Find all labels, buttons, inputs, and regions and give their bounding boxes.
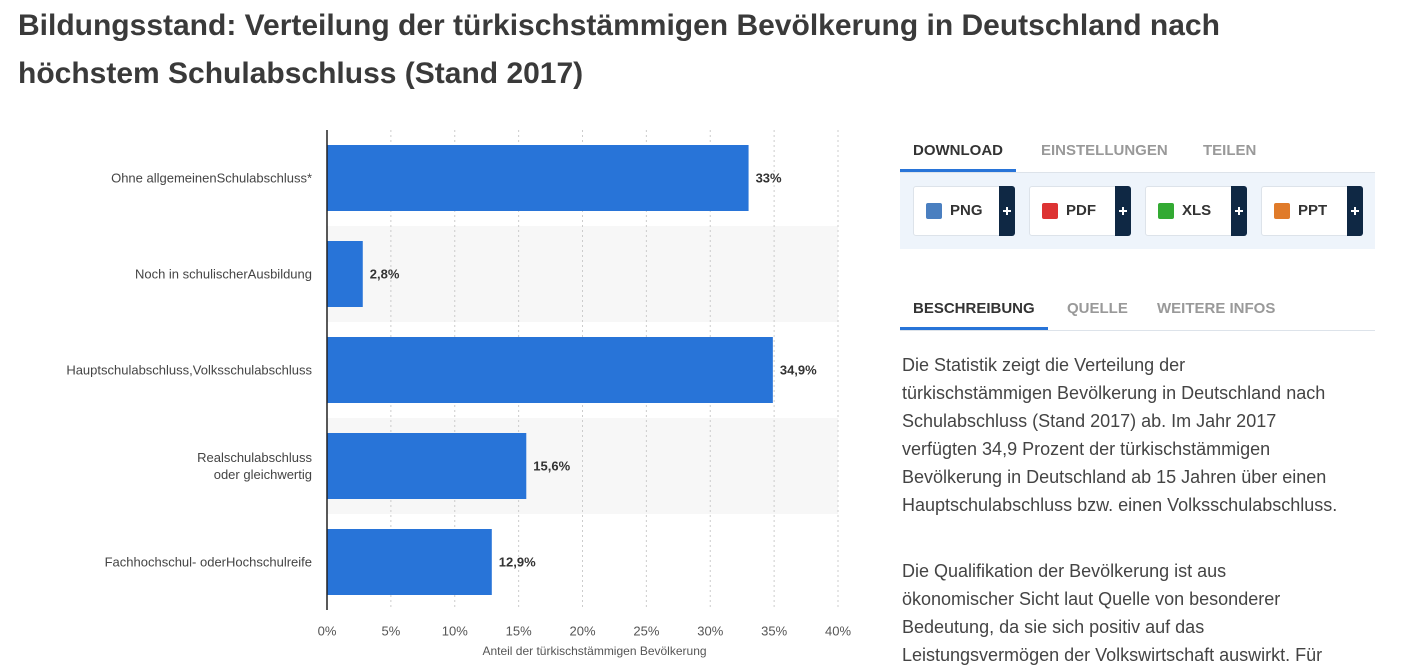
x-axis-label: Anteil der türkischstämmigen Bevölkerung xyxy=(482,644,706,658)
text-line: Bedeutung, da sie sich positiv auf das xyxy=(902,617,1205,637)
value-label: 2,8% xyxy=(370,266,400,281)
tab[interactable]: QUELLE xyxy=(1067,300,1128,317)
value-label: 34,9% xyxy=(780,362,817,377)
text-line: verfügten 34,9 Prozent der türkischstämm… xyxy=(902,439,1271,459)
file-icon xyxy=(1274,203,1290,219)
file-icon xyxy=(1042,203,1058,219)
text-line: ökonomischer Sicht laut Quelle von beson… xyxy=(902,589,1281,609)
tab[interactable]: EINSTELLUNGEN xyxy=(1041,142,1168,159)
bar xyxy=(327,529,492,595)
category-label: Hauptschulabschluss,Volksschulabschluss xyxy=(66,362,312,378)
tab[interactable]: WEITERE INFOS xyxy=(1157,300,1276,317)
plus-button[interactable] xyxy=(999,186,1015,236)
download-button[interactable]: PNG xyxy=(913,186,1015,236)
info-tabs: BESCHREIBUNG QUELLE WEITERE INFOS xyxy=(900,290,1375,331)
button-label: PPT xyxy=(1298,202,1328,219)
button-label: XLS xyxy=(1182,202,1212,219)
value-label: 33% xyxy=(756,170,782,185)
x-tick-label: 35% xyxy=(761,623,787,638)
tab[interactable]: BESCHREIBUNG xyxy=(900,290,1048,330)
category-label: Fachhochschul- oderHochschulreife xyxy=(104,554,312,570)
bar xyxy=(327,241,363,307)
plus-button[interactable] xyxy=(1231,186,1247,236)
x-tick-label: 25% xyxy=(633,623,659,638)
x-tick-label: 20% xyxy=(569,623,595,638)
file-icon xyxy=(1158,203,1174,219)
plus-button[interactable] xyxy=(1115,186,1131,236)
button-label: PDF xyxy=(1066,202,1096,219)
text-line: Die Statistik zeigt die Verteilung der xyxy=(902,355,1186,375)
category-label: Noch in schulischerAusbildung xyxy=(134,266,312,282)
download-button[interactable]: PDF xyxy=(1029,186,1131,236)
tab[interactable]: TEILEN xyxy=(1203,142,1257,159)
bar xyxy=(327,433,527,499)
bar xyxy=(327,337,773,403)
tab[interactable]: DOWNLOAD xyxy=(900,132,1016,172)
text-line: türkischstämmigen Bevölkerung in Deutsch… xyxy=(902,383,1326,403)
x-tick-label: 0% xyxy=(318,623,337,638)
x-tick-label: 10% xyxy=(442,623,468,638)
x-tick-label: 15% xyxy=(506,623,532,638)
category-label: Realschulabschluss oder gleichwertig xyxy=(197,450,312,482)
category-label: Ohne allgemeinenSchulabschluss* xyxy=(111,170,312,186)
download-button[interactable]: PPT xyxy=(1261,186,1363,236)
paragraph: Die Qualifikation der Bevölkerung ist au… xyxy=(902,557,1402,669)
download-box: PNG PDF XLS PPT xyxy=(900,173,1375,249)
x-tick-label: 40% xyxy=(825,623,851,638)
text-line: Leistungsvermögen der Volkswirtschaft au… xyxy=(902,645,1323,665)
text-line: Die Qualifikation der Bevölkerung ist au… xyxy=(902,561,1227,581)
text-line: Hauptschulabschluss bzw. einen Volksschu… xyxy=(902,495,1338,515)
text-line: Bevölkerung in Deutschland ab 15 Jahren … xyxy=(902,467,1327,487)
download-tabs: DOWNLOAD EINSTELLUNGEN TEILEN xyxy=(900,132,1375,173)
value-label: 15,6% xyxy=(533,458,570,473)
plus-button[interactable] xyxy=(1347,186,1363,236)
page-title: Bildungsstand: Verteilung der türkischst… xyxy=(18,9,1220,90)
download-button[interactable]: XLS xyxy=(1145,186,1247,236)
paragraph: Die Statistik zeigt die Verteilung der tü… xyxy=(902,351,1402,519)
x-tick-label: 5% xyxy=(381,623,400,638)
bar xyxy=(327,145,749,211)
text-line: Schulabschluss (Stand 2017) ab. Im Jahr … xyxy=(902,411,1277,431)
value-label: 12,9% xyxy=(499,554,536,569)
x-tick-label: 30% xyxy=(697,623,723,638)
chart: 0% 5% 10% 15% 20% 25% 30% 35% 40% Anteil der türk… xyxy=(318,130,851,658)
file-icon xyxy=(926,203,942,219)
button-label: PNG xyxy=(950,202,983,219)
